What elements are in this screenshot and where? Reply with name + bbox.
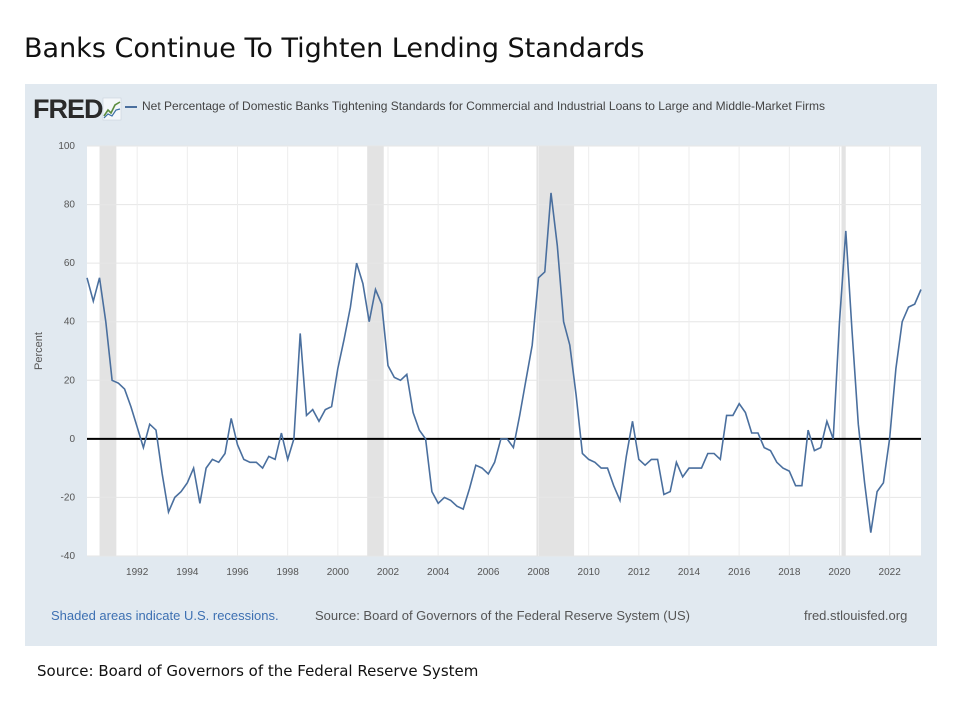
x-tick-label: 2014 bbox=[678, 567, 701, 578]
y-axis-ticks: -40 -20 0 20 40 60 80 100 bbox=[58, 141, 75, 562]
x-tick-label: 2000 bbox=[327, 567, 350, 578]
series-title: Net Percentage of Domestic Banks Tighten… bbox=[125, 99, 825, 113]
fred-logo-chart-line-2 bbox=[103, 108, 121, 119]
x-tick-label: 1992 bbox=[126, 567, 149, 578]
series-title-text: Net Percentage of Domestic Banks Tighten… bbox=[142, 99, 825, 113]
plot-area bbox=[87, 146, 921, 556]
y-tick-label: 100 bbox=[58, 141, 75, 152]
recession-band-3 bbox=[841, 146, 846, 556]
y-tick-label: -20 bbox=[61, 492, 76, 503]
recession-band-2 bbox=[536, 146, 575, 556]
y-tick-label: -40 bbox=[61, 551, 76, 562]
series-legend-swatch bbox=[125, 105, 137, 108]
x-axis-ticks: 1992 1994 1996 1998 2000 2002 2004 2006 2008 2010… bbox=[126, 567, 901, 578]
y-tick-label: 40 bbox=[64, 317, 76, 328]
fred-url[interactable]: fred.stlouisfed.org bbox=[804, 608, 908, 623]
x-tick-label: 1998 bbox=[277, 567, 300, 578]
x-tick-label: 2020 bbox=[828, 567, 851, 578]
recession-band-0 bbox=[99, 146, 117, 556]
line-chart: -40 -20 0 20 40 60 80 100 1992 1994 1996 1998 2000 2… bbox=[33, 141, 922, 578]
y-tick-label: 80 bbox=[64, 200, 76, 211]
x-tick-label: 2010 bbox=[578, 567, 601, 578]
fred-logo-chart-line bbox=[103, 101, 121, 117]
recession-note: Shaded areas indicate U.S. recessions. bbox=[51, 608, 279, 623]
x-tick-label: 2018 bbox=[778, 567, 801, 578]
x-tick-label: 2004 bbox=[427, 567, 450, 578]
y-tick-label: 20 bbox=[64, 375, 76, 386]
recession-band-1 bbox=[367, 146, 384, 556]
gridlines bbox=[87, 145, 921, 557]
x-tick-label: 2012 bbox=[628, 567, 651, 578]
x-tick-label: 2022 bbox=[879, 567, 902, 578]
x-tick-label: 2006 bbox=[477, 567, 500, 578]
fred-logo: FRED bbox=[33, 94, 122, 124]
fred-chart-panel: FRED Net Percentage of Domestic Banks Ti… bbox=[25, 84, 937, 646]
y-tick-label: 0 bbox=[69, 434, 75, 445]
fred-logo-text: FRED bbox=[33, 94, 103, 124]
slide-title: Banks Continue To Tighten Lending Standa… bbox=[24, 33, 645, 64]
x-tick-label: 2002 bbox=[377, 567, 400, 578]
x-tick-label: 1994 bbox=[176, 567, 199, 578]
x-tick-label: 2008 bbox=[527, 567, 550, 578]
x-tick-label: 2016 bbox=[728, 567, 751, 578]
fred-source-note: Source: Board of Governors of the Federa… bbox=[315, 608, 690, 623]
y-axis-label: Percent bbox=[33, 332, 45, 370]
slide-source: Source: Board of Governors of the Federa… bbox=[37, 662, 479, 680]
x-tick-label: 1996 bbox=[226, 567, 249, 578]
recession-shading bbox=[99, 146, 846, 556]
series-line bbox=[86, 192, 922, 533]
y-tick-label: 60 bbox=[64, 258, 76, 269]
